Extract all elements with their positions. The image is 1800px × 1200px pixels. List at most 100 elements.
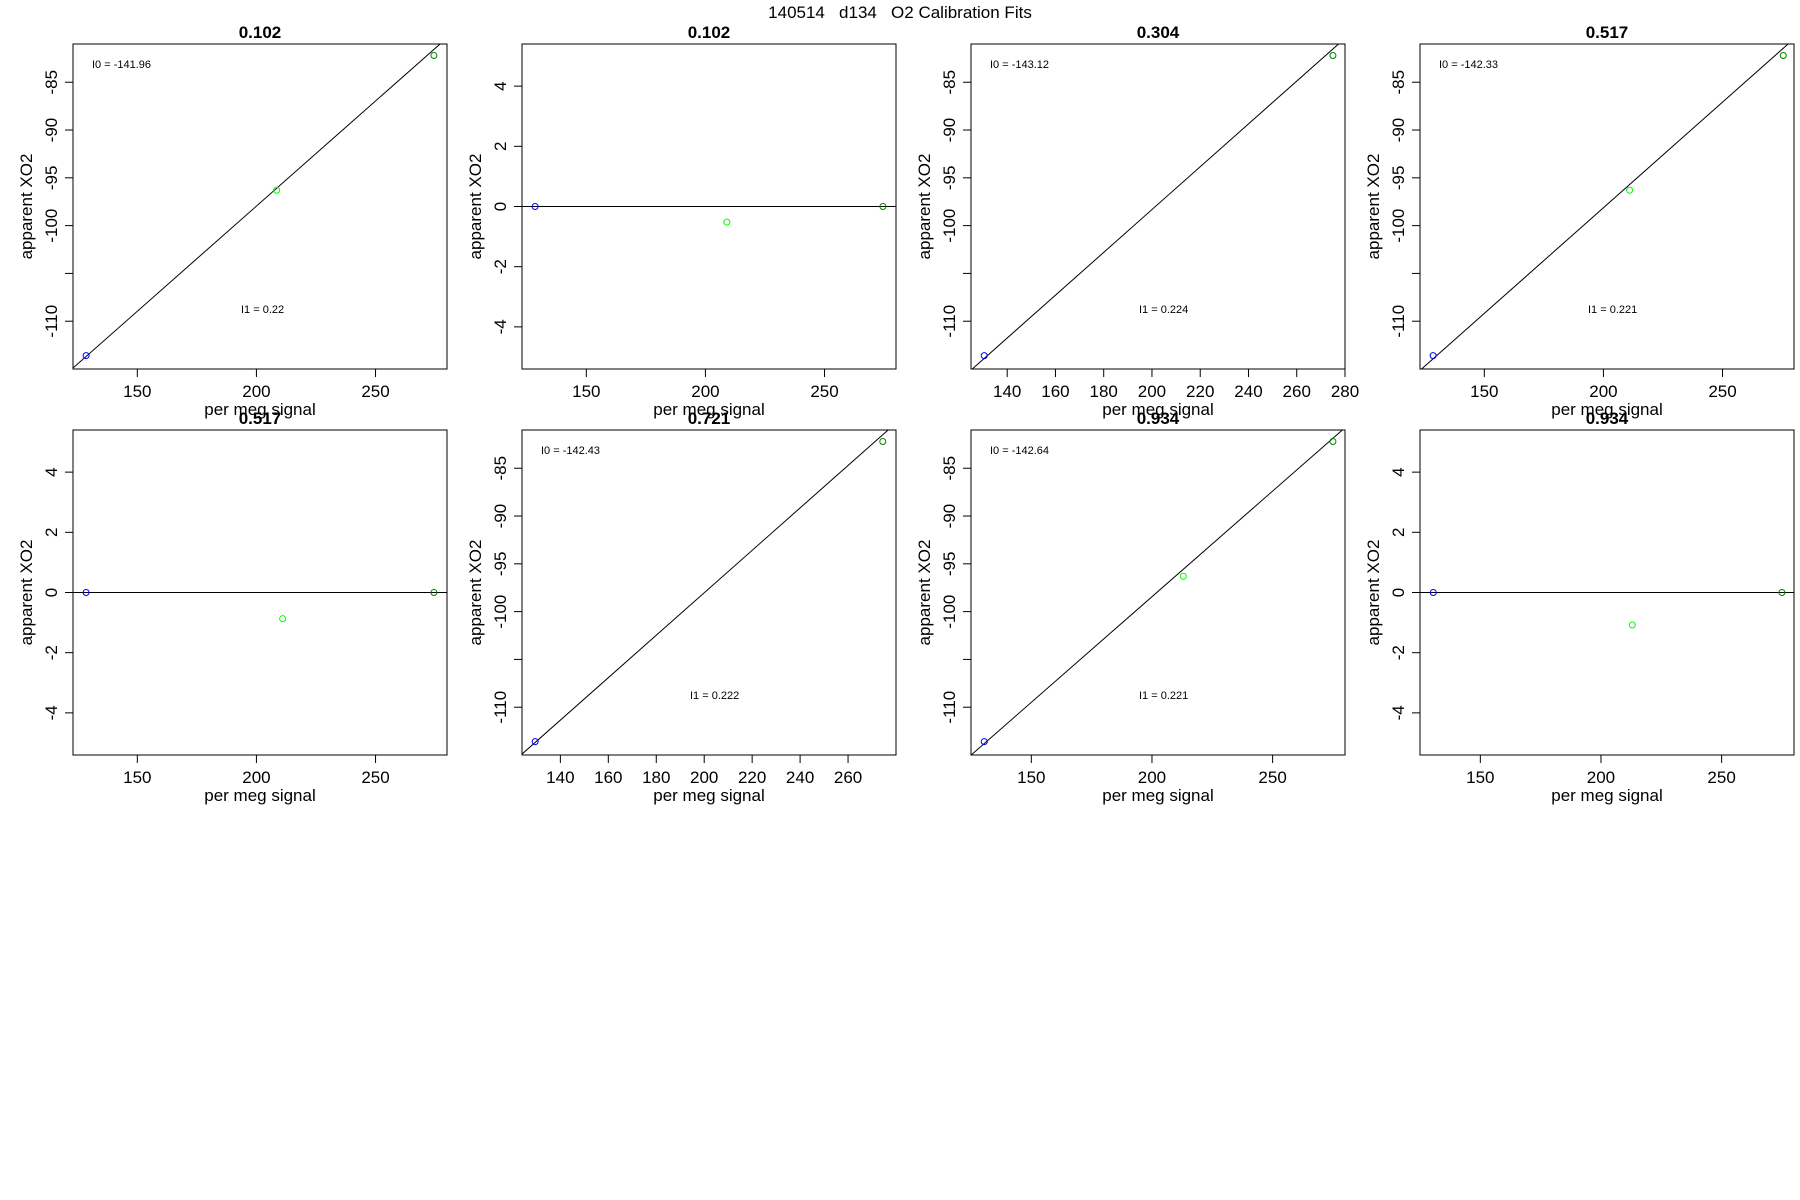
- x-tick-label: 150: [572, 382, 600, 401]
- y-tick-label: -2: [491, 259, 510, 274]
- x-tick-label: 250: [361, 768, 389, 787]
- fit-line: [73, 44, 441, 369]
- plot-frame: [72, 43, 448, 370]
- data-point: [273, 186, 281, 194]
- y-tick-label: 0: [1389, 588, 1408, 597]
- y-tick-label: -110: [940, 305, 959, 338]
- y-tick-label: -100: [940, 595, 959, 629]
- plot-frame: [970, 43, 1346, 370]
- data-point: [82, 589, 90, 596]
- x-tick-label: 180: [642, 768, 670, 787]
- y-tick-label: -95: [940, 552, 959, 577]
- data-point: [1329, 51, 1337, 59]
- y-tick-label: -85: [491, 456, 510, 481]
- x-tick-label: 180: [1090, 382, 1118, 401]
- x-tick-label: 260: [1283, 382, 1311, 401]
- figure-title: 140514 d134 O2 Calibration Fits: [768, 3, 1032, 22]
- y-tick-label: -2: [42, 645, 61, 660]
- y-axis-label: apparent XO2: [466, 540, 485, 646]
- x-tick-label: 220: [1186, 382, 1214, 401]
- data-point: [430, 589, 438, 596]
- x-tick-label: 200: [1138, 382, 1166, 401]
- x-tick-label: 150: [123, 382, 151, 401]
- panel-5: 0.517 150 200 250 -4 -2 0 2 4 per meg signal appar…: [17, 409, 448, 805]
- intercept-annotation: I0 = -142.64: [990, 445, 1049, 457]
- y-tick-label: -85: [940, 456, 959, 481]
- panel-8: 0.934 150 200 250 -4 -2 0 2 4 per meg signal appar…: [1364, 409, 1795, 805]
- x-tick-label: 140: [546, 768, 574, 787]
- x-tick-label: 160: [1041, 382, 1069, 401]
- data-point: [1628, 621, 1636, 629]
- y-tick-label: -100: [491, 595, 510, 629]
- x-tick-label: 250: [361, 382, 389, 401]
- y-tick-label: 4: [42, 467, 61, 476]
- x-tick-label: 200: [1589, 382, 1617, 401]
- data-point: [1329, 437, 1337, 445]
- data-point: [1179, 572, 1187, 580]
- y-axis-label: apparent XO2: [466, 154, 485, 260]
- x-tick-label: 150: [123, 768, 151, 787]
- y-tick-label: -90: [940, 118, 959, 143]
- data-point: [531, 738, 539, 746]
- panel-2: 0.102 150 200 250 -4 -2 0 2 4 per meg signal appar…: [466, 23, 897, 419]
- data-point: [279, 615, 287, 623]
- x-tick-label: 250: [810, 382, 838, 401]
- x-tick-label: 160: [594, 768, 622, 787]
- fit-line: [1420, 44, 1789, 369]
- intercept-annotation: I0 = -141.96: [92, 59, 151, 71]
- panel-1: 0.102 150 200 250 -110 -100 -95 -90 -85 per meg s…: [17, 23, 448, 419]
- slope-annotation: I1 = 0.224: [1139, 304, 1188, 316]
- slope-annotation: I1 = 0.222: [690, 690, 739, 702]
- y-tick-label: -2: [1389, 645, 1408, 660]
- panel-6: 0.721 140 160 180 200 220 240 260 -110 -100 -95 -90…: [466, 409, 897, 805]
- fit-line: [971, 44, 1340, 369]
- data-point: [82, 352, 90, 360]
- data-point: [879, 437, 887, 445]
- y-tick-label: -95: [491, 552, 510, 577]
- x-tick-label: 250: [1707, 768, 1735, 787]
- panel-7: 0.934 150 200 250 -110 -100 -95 -90 -85 per meg s…: [915, 409, 1346, 805]
- x-tick-label: 200: [1138, 768, 1166, 787]
- y-tick-label: -110: [42, 305, 61, 338]
- y-tick-label: -100: [42, 209, 61, 243]
- slope-annotation: I1 = 0.22: [241, 304, 284, 316]
- y-tick-label: -4: [42, 705, 61, 720]
- data-point: [980, 352, 988, 360]
- panel-3: 0.304 140 160 180 200 220 240 260 280 -110 -100 -95…: [915, 23, 1359, 419]
- x-tick-label: 220: [738, 768, 766, 787]
- fit-line: [522, 430, 889, 755]
- y-axis-label: apparent XO2: [915, 154, 934, 260]
- intercept-annotation: I0 = -143.12: [990, 59, 1049, 71]
- y-tick-label: 2: [491, 142, 510, 151]
- y-tick-label: -90: [491, 504, 510, 529]
- x-axis-label: per meg signal: [1551, 786, 1663, 805]
- y-tick-label: 4: [491, 81, 510, 90]
- x-tick-label: 260: [834, 768, 862, 787]
- x-tick-label: 150: [1017, 768, 1045, 787]
- data-point: [1626, 186, 1634, 194]
- data-point: [1429, 589, 1437, 596]
- x-tick-label: 200: [691, 382, 719, 401]
- x-axis-label: per meg signal: [204, 400, 316, 419]
- y-axis-label: apparent XO2: [17, 540, 36, 646]
- intercept-annotation: I0 = -142.43: [541, 445, 600, 457]
- panel-title: 0.934: [1586, 409, 1629, 428]
- x-tick-label: 200: [242, 382, 270, 401]
- y-tick-label: -95: [940, 166, 959, 191]
- plot-frame: [970, 429, 1346, 756]
- y-tick-label: -95: [1389, 166, 1408, 191]
- x-axis-label: per meg signal: [1551, 400, 1663, 419]
- plot-frame: [521, 429, 897, 756]
- panel-title: 0.721: [688, 409, 731, 428]
- data-point: [430, 51, 438, 59]
- data-point: [1779, 51, 1787, 59]
- y-tick-label: -100: [1389, 209, 1408, 243]
- x-tick-label: 200: [690, 768, 718, 787]
- y-tick-label: 0: [42, 588, 61, 597]
- data-point: [879, 203, 887, 210]
- x-tick-label: 240: [1234, 382, 1262, 401]
- y-axis-label: apparent XO2: [17, 154, 36, 260]
- y-tick-label: 4: [1389, 467, 1408, 476]
